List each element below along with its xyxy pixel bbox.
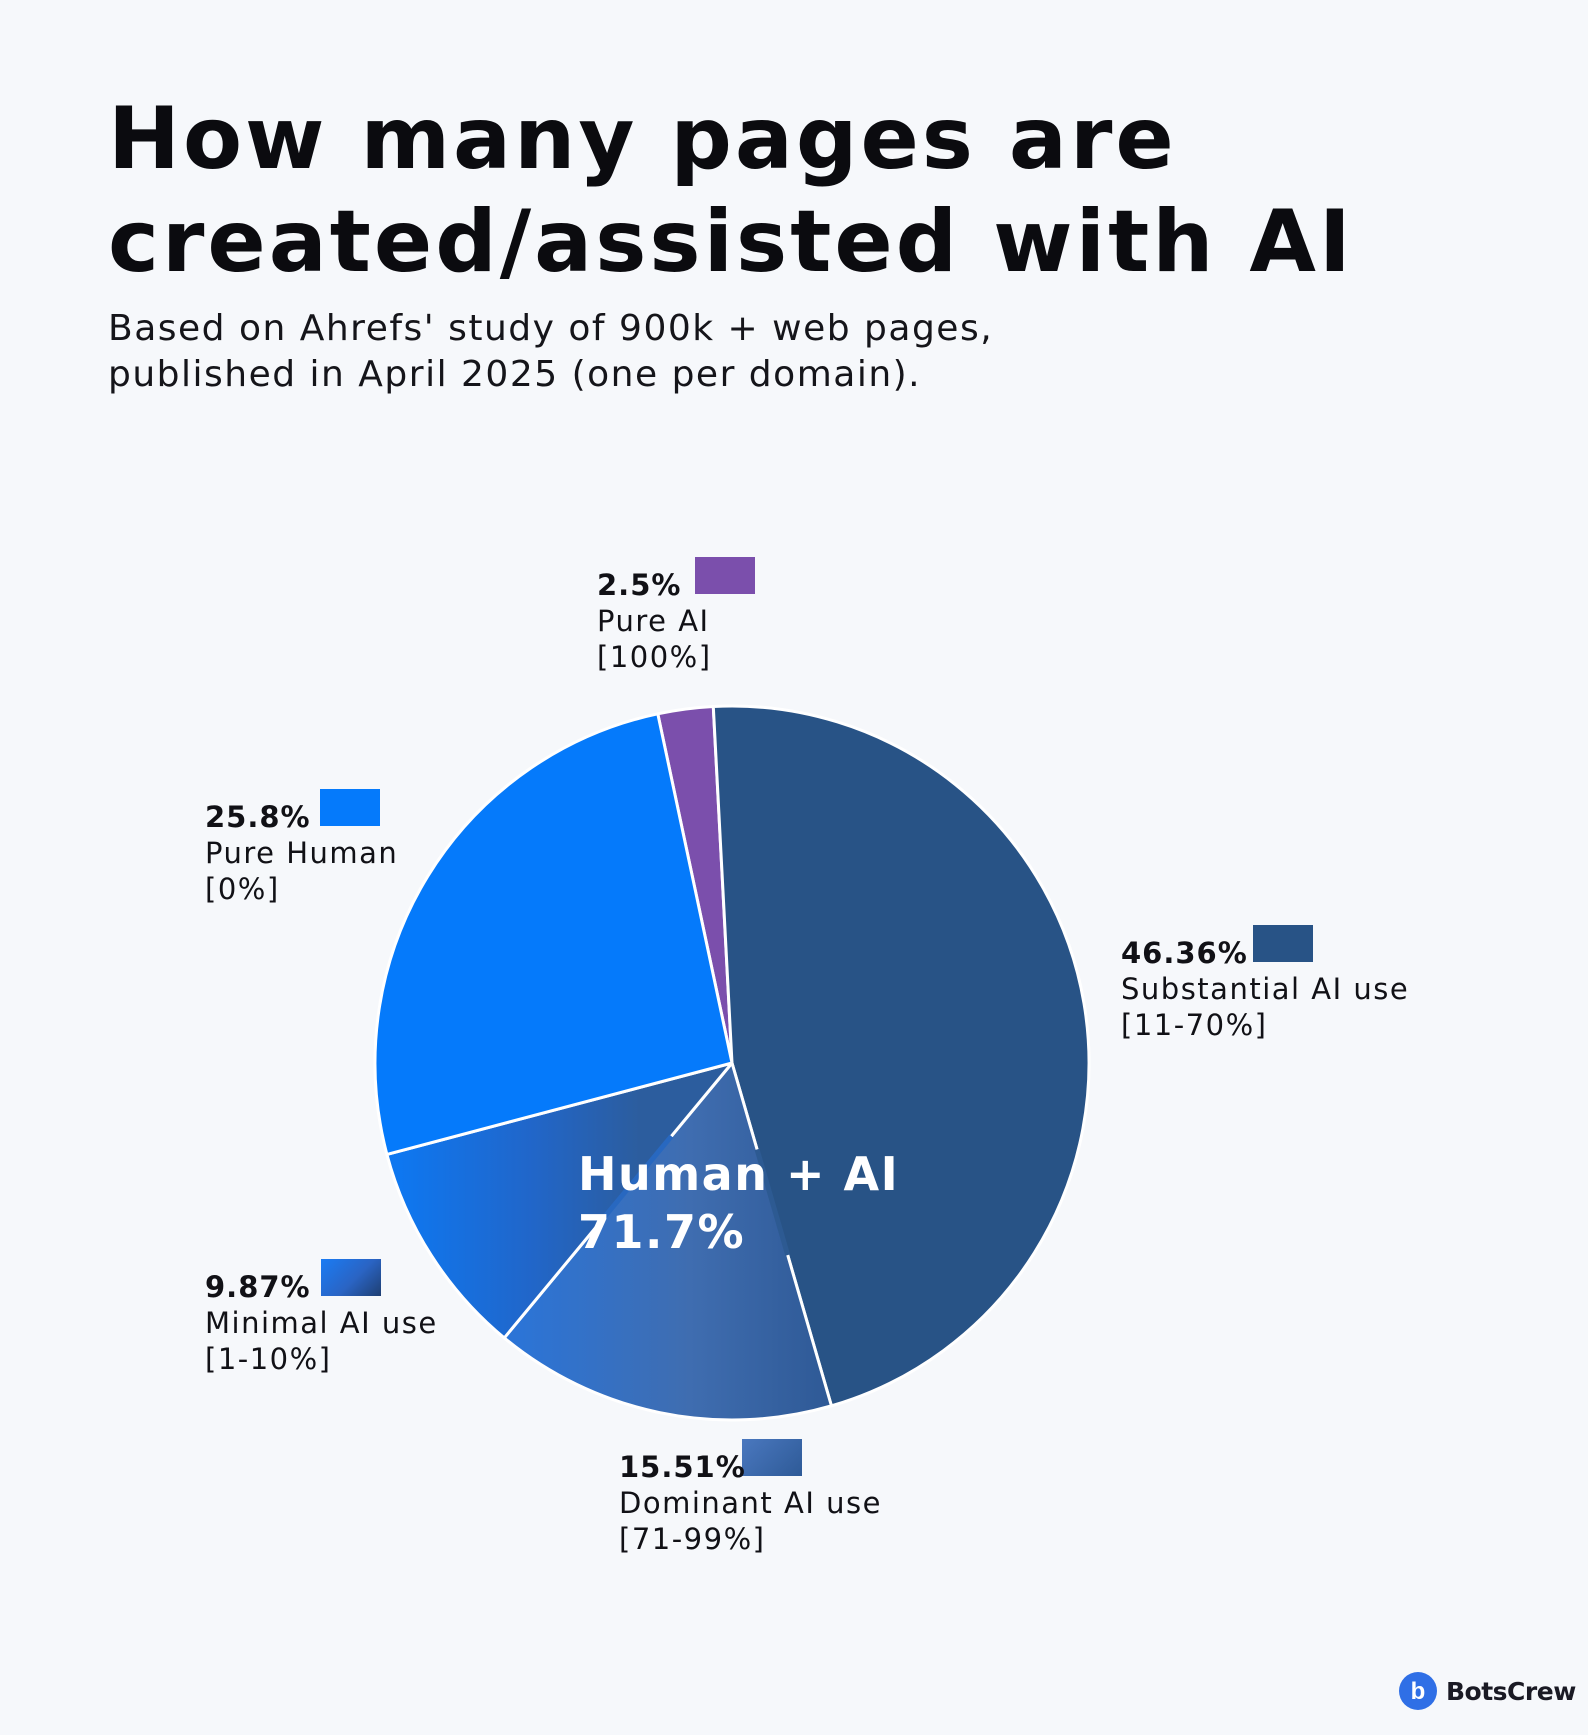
pie-slice-dominant-ai-use [502,1061,833,1422]
slice-value-pure-ai: 2.5% [597,568,682,602]
botscrew-logo-icon: b [1399,1672,1437,1710]
slice-name-pure-human: Pure Human [205,836,399,870]
slice-range-dominant-ai: [71-99%] [619,1522,766,1556]
pie-slice-pure-human [373,712,734,1156]
slice-name-dominant-ai: Dominant AI use [619,1486,882,1520]
center-label-text: Human + AI [578,1147,900,1201]
boundary-gap-under-label [754,1148,791,1256]
chart-subtitle-line-2: published in April 2025 (one per domain)… [108,354,922,395]
slice-range-substantial-ai: [11-70%] [1121,1008,1268,1042]
swatch-substantial-ai [1253,925,1313,962]
label-dominant-ai: 15.51% Dominant AI use [71-99%] [619,1449,882,1557]
slice-value-dominant-ai: 15.51% [619,1450,746,1484]
boundary-gap-under-label [602,1134,674,1219]
brand-logo-letter: b [1411,1678,1426,1705]
slice-name-pure-ai: Pure AI [597,604,710,638]
slice-name-minimal-ai: Minimal AI use [205,1306,438,1340]
swatch-pure-human [320,789,380,826]
label-pure-human: 25.8% Pure Human [0%] [205,799,398,907]
brand-logo: b BotsCrew [1398,1671,1576,1711]
slice-value-minimal-ai: 9.87% [205,1270,311,1304]
slice-value-substantial-ai: 46.36% [1121,936,1248,970]
swatch-minimal-ai [321,1259,381,1296]
center-label-value: 71.7% [578,1205,746,1259]
chart-title: How many pages are created/assisted with… [108,88,1508,294]
label-pure-ai: 2.5% Pure AI [100%] [597,567,712,675]
chart-subtitle-line-1: Based on Ahrefs' study of 900k + web pag… [108,308,994,349]
swatch-dominant-ai [742,1439,802,1476]
slice-range-minimal-ai: [1-10%] [205,1342,332,1376]
slice-value-pure-human: 25.8% [205,800,311,834]
slice-range-pure-ai: [100%] [597,640,712,674]
slice-range-pure-human: [0%] [205,872,280,906]
chart-title-line-2: created/assisted with AI [108,192,1354,292]
center-group-label: Human + AI 71.7% [578,1145,899,1261]
swatch-pure-ai [695,557,755,594]
chart-title-line-1: How many pages are [108,89,1177,189]
label-minimal-ai: 9.87% Minimal AI use [1-10%] [205,1269,438,1377]
label-substantial-ai: 46.36% Substantial AI use [11-70%] [1121,935,1409,1043]
slice-name-substantial-ai: Substantial AI use [1121,972,1410,1006]
brand-name: BotsCrew [1446,1676,1576,1706]
chart-subtitle: Based on Ahrefs' study of 900k + web pag… [108,306,1408,398]
pie-slice-substantial-ai-use [711,704,1091,1408]
